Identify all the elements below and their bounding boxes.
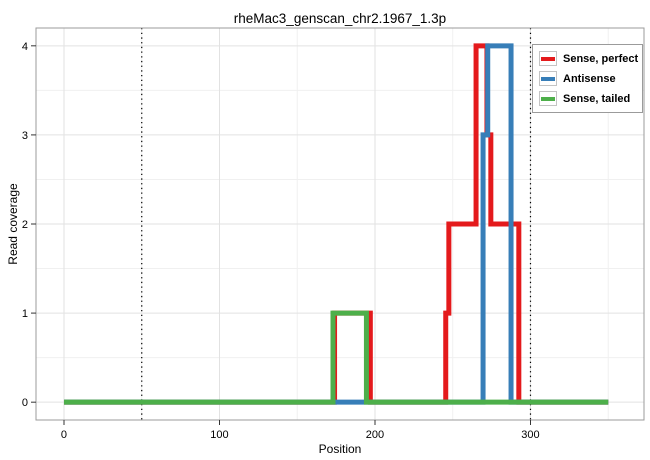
legend-key-line bbox=[541, 56, 555, 61]
legend-key-swatch bbox=[539, 91, 557, 106]
x-tick-label: 100 bbox=[210, 429, 228, 441]
series-line-sense-tailed bbox=[63, 310, 609, 405]
y-tick-label: 3 bbox=[22, 130, 28, 142]
legend-key-line bbox=[541, 76, 555, 81]
legend: Sense, perfect Antisense Sense, tailed bbox=[532, 44, 643, 113]
legend-key-swatch bbox=[539, 51, 557, 66]
x-tick-label: 200 bbox=[366, 429, 384, 441]
y-axis-label: Read coverage bbox=[6, 183, 20, 265]
x-tick-label: 0 bbox=[61, 429, 67, 441]
legend-item: Antisense bbox=[539, 71, 636, 86]
y-tick-label: 4 bbox=[22, 41, 28, 53]
legend-item: Sense, tailed bbox=[539, 91, 636, 106]
y-tick-label: 0 bbox=[22, 397, 28, 409]
y-tick-label: 2 bbox=[22, 219, 28, 231]
legend-item-label: Antisense bbox=[563, 72, 616, 85]
legend-key-swatch bbox=[539, 71, 557, 86]
y-tick-label: 1 bbox=[22, 308, 28, 320]
x-tick-label: 300 bbox=[521, 429, 539, 441]
legend-item-label: Sense, perfect bbox=[563, 52, 639, 65]
legend-item-label: Sense, tailed bbox=[563, 92, 631, 105]
series-line-antisense bbox=[63, 43, 609, 405]
chart-title: rheMac3_genscan_chr2.1967_1.3p bbox=[233, 11, 447, 26]
legend-key-line bbox=[541, 96, 555, 101]
x-axis-label: Position bbox=[318, 442, 362, 456]
legend-item: Sense, perfect bbox=[539, 51, 639, 66]
